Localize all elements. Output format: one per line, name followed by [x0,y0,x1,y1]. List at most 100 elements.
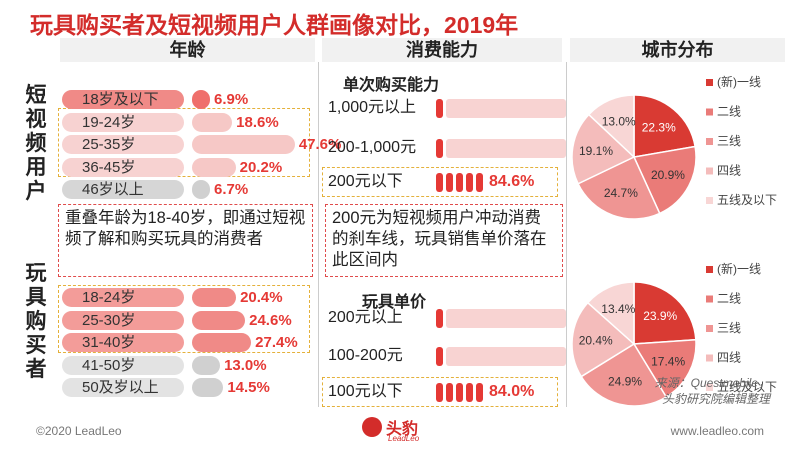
price-bar-remainder [446,347,566,366]
group-label-char: 用 [25,156,47,179]
pie-slice-label: 24.9% [608,374,642,388]
age-bar-chart: 18岁及以下 6.9% 19-24岁 18.6% 25-35岁 47.6% 36-45岁 20… [0,0,341,450]
price-category-label: 1,000元以上 [328,99,417,116]
legend-swatch [706,325,713,332]
overlap-highlight-box [58,285,310,353]
price-bar-segment [446,173,453,192]
legend-swatch [706,167,713,175]
price-bar-segment [436,347,443,366]
note-price-threshold: 200元为短视频用户冲动消费的刹车线，玩具销售单价落在此区间内 [325,204,563,277]
overlap-highlight-box [58,108,310,177]
pie-slice-label: 22.3% [642,121,676,135]
age-value-bar [192,333,252,352]
footer-copyright: ©2020 LeadLeo [36,424,122,438]
group-label-short-video: 短视频用户 [22,84,50,204]
price-highlight-box [322,167,558,197]
price-bar-segment [476,383,483,402]
age-value-bar [192,378,224,397]
price-category-label: 200元以下 [328,173,403,190]
column-divider [566,62,567,407]
legend-label: 三线 [717,321,741,335]
price-category-label: 200-1,000元 [328,139,417,156]
age-value-bar [192,310,246,330]
age-category-pill: 18-24岁 [62,288,184,307]
age-value-bar [192,180,210,199]
price-bar-segment [436,173,443,192]
age-value-bar [192,90,210,109]
age-value-label: 24.6% [249,311,292,329]
price-category-label: 100元以下 [328,383,403,400]
price-category-label: 100-200元 [328,347,403,364]
pie-slice [633,94,696,158]
price-value-label: 84.0% [489,383,535,400]
footer-url[interactable]: www.leadleo.com [670,424,764,438]
age-category-pill: 25-35岁 [62,135,184,154]
legend-label: 二线 [717,105,741,119]
age-category-pill: 19-24岁 [62,112,184,132]
group-label-char: 频 [25,132,47,155]
legend-swatch [706,138,713,145]
pie-slice [632,338,697,398]
pie-slice [571,301,636,378]
section-title-toy-price: 玩具单价 [362,294,427,311]
pie-slice-label: 13.0% [602,115,636,129]
age-value-bar [192,135,295,154]
pie-slice-label: 17.4% [651,355,685,369]
source-note: 来源：Questmobile， 头豹研究院编辑整理 [655,375,770,407]
age-value-label: 18.6% [236,113,279,131]
price-bar-segment [436,139,443,158]
age-category-pill: 18岁及以下 [62,90,184,109]
column-divider [318,62,319,407]
price-bar-chart: 1,000元以上 200-1,000元 200元以下 84.6% 200元以上 100-2… [328,99,566,402]
group-label-char: 买 [25,334,47,357]
group-label-char: 视 [25,108,47,131]
group-label-char: 购 [25,310,47,333]
source-line-1: 来源：Questmobile， [654,376,770,390]
legend-label: 五线及以下 [717,380,777,394]
leopard-logo-icon [362,417,382,437]
price-bar-remainder [446,139,566,158]
age-category-pill: 46岁以上 [62,180,184,199]
price-bar-remainder [446,99,566,118]
price-category-label: 200元以上 [328,309,403,326]
age-value-label: 14.5% [227,379,270,396]
page-title: 玩具购买者及短视频用户人群画像对比，2019年 [30,12,519,38]
legend-swatch [706,384,713,391]
price-bar-segment [456,173,463,192]
column-header-age: 年龄 [60,38,315,62]
logo-text: 头豹 [386,421,419,438]
price-bar-segment [446,383,453,402]
legend-swatch [706,295,713,303]
note-age-overlap: 重叠年龄为18-40岁，即通过短视频了解和购买玩具的消费者 [58,204,313,277]
age-category-pill: 25-30岁 [62,310,184,330]
age-category-pill: 50及岁以上 [62,378,184,397]
age-value-label: 47.6% [298,136,342,153]
age-value-label: 6.7% [214,181,249,198]
price-bar-segment [476,173,483,192]
legend-swatch [706,108,713,116]
legend-swatch [706,79,713,86]
price-bar-segment [436,383,443,402]
group-label-char: 具 [25,286,47,309]
pie-slice [587,94,635,159]
legend-label: 四线 [717,164,741,178]
price-bar-remainder [446,309,566,328]
legend-label: 四线 [717,351,741,365]
source-line-2: 头豹研究院编辑整理 [661,392,770,406]
group-label-char: 者 [25,358,47,381]
pie-slice-label: 23.9% [643,309,677,323]
age-value-label: 6.9% [214,91,249,108]
pie-slice-label: 24.7% [604,186,638,200]
age-value-bar [192,157,236,177]
pie-slice [577,155,661,220]
pie-slice [632,145,697,215]
age-value-label: 20.2% [239,158,283,176]
age-value-bar [192,288,237,307]
logo-subtext: LeadLeo [388,434,420,443]
pie-slice-label: 20.9% [651,168,685,182]
pie-slice-label: 13.4% [601,302,635,316]
legend-swatch [706,266,713,273]
age-category-pill: 41-50岁 [62,355,184,375]
price-bar-segment [456,383,463,402]
group-label-char: 短 [25,84,47,107]
